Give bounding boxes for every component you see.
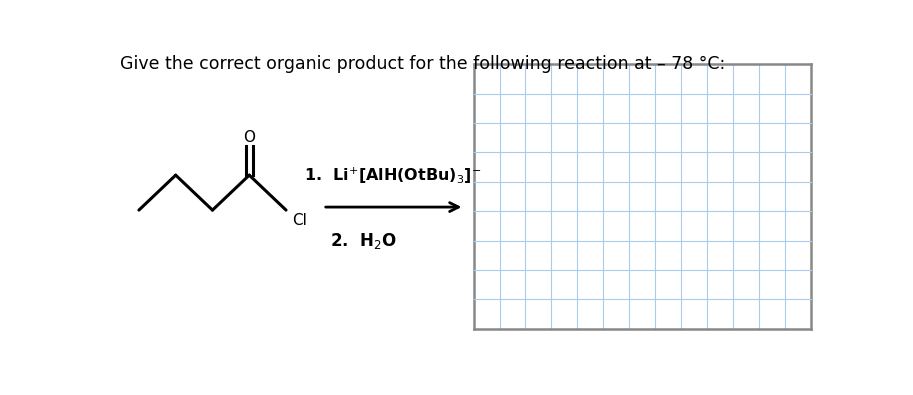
Text: 1.  Li$^{+}$[AlH(OtBu)$_3$]$^{-}$: 1. Li$^{+}$[AlH(OtBu)$_3$]$^{-}$ (303, 166, 481, 186)
Text: 2.  H$_2$O: 2. H$_2$O (330, 231, 397, 251)
Text: Give the correct organic product for the following reaction at – 78 °C:: Give the correct organic product for the… (120, 55, 725, 73)
Text: Cl: Cl (292, 213, 307, 228)
Text: O: O (243, 130, 256, 145)
